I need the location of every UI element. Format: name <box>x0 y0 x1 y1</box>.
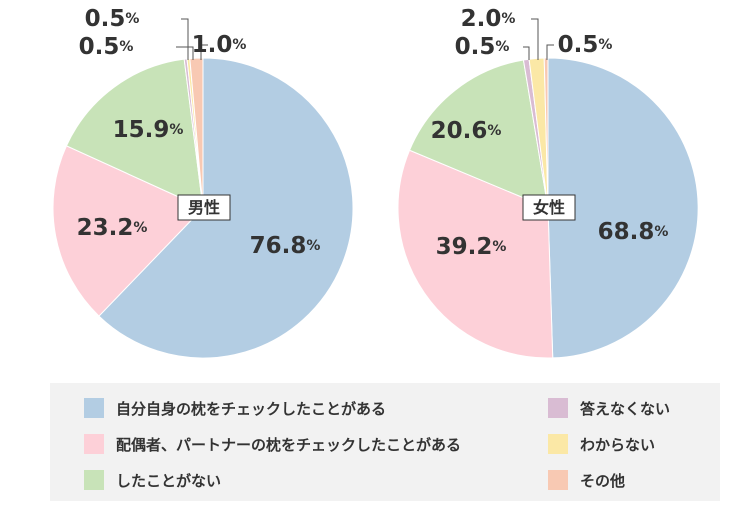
chart-title-box <box>522 194 576 221</box>
pie-slice <box>65 58 204 209</box>
data-label: 23.2% <box>77 215 148 241</box>
leader-line <box>181 18 189 60</box>
legend-item-never: したことがない <box>84 470 221 490</box>
chart-title-box <box>177 194 231 221</box>
pie-chart-female <box>397 57 699 359</box>
legend-item-checked-partner: 配偶者、パートナーの枕をチェックしたことがある <box>84 434 461 454</box>
pie-slice <box>397 149 554 359</box>
data-label: 76.8% <box>250 233 321 259</box>
legend-label: 配偶者、パートナーの枕をチェックしたことがある <box>116 435 462 454</box>
data-label: 39.2% <box>436 234 507 260</box>
pie-slice <box>543 57 549 209</box>
legend-item-unknown: わからない <box>548 434 655 454</box>
pie-slice <box>189 57 204 209</box>
data-label: 2.0% <box>461 6 516 32</box>
legend-label: したことがない <box>116 471 222 490</box>
pie-slice <box>408 59 549 209</box>
legend-label: その他 <box>580 471 626 490</box>
data-label: 0.5% <box>79 34 134 60</box>
leader-line <box>523 46 530 60</box>
legend-swatch <box>84 398 104 418</box>
data-label: 68.8% <box>598 219 669 245</box>
legend-item-no-answer: 答えなくない <box>548 398 670 418</box>
legend-swatch <box>548 434 568 454</box>
legend-label: 自分自身の枕をチェックしたことがある <box>116 399 387 418</box>
data-label: 15.9% <box>113 117 184 143</box>
leader-line <box>531 18 539 60</box>
data-label: 20.6% <box>431 118 502 144</box>
pie-slice <box>547 57 699 359</box>
data-label: 1.0% <box>192 32 247 58</box>
pie-slice <box>52 145 204 317</box>
chart-title: 男性 <box>188 198 220 217</box>
data-label: 0.5% <box>558 32 613 58</box>
leader-line <box>176 46 194 60</box>
legend: 自分自身の枕をチェックしたことがある 配偶者、パートナーの枕をチェックしたことが… <box>50 383 720 501</box>
leader-line <box>546 44 554 60</box>
legend-label: 答えなくない <box>580 399 671 418</box>
legend-label: わからない <box>580 435 656 454</box>
legend-swatch <box>84 434 104 454</box>
leader-line <box>200 44 208 60</box>
legend-item-other: その他 <box>548 470 625 490</box>
legend-swatch <box>548 398 568 418</box>
legend-swatch <box>84 470 104 490</box>
chart-title: 女性 <box>533 198 565 217</box>
legend-swatch <box>548 470 568 490</box>
legend-item-checked-own: 自分自身の枕をチェックしたことがある <box>84 398 386 418</box>
data-label: 0.5% <box>85 6 140 32</box>
pie-charts: 76.8%23.2%15.9%0.5%0.5% 1.0%男性68.8%39.2%2… <box>52 6 699 359</box>
data-label: 0.5% <box>455 34 510 60</box>
